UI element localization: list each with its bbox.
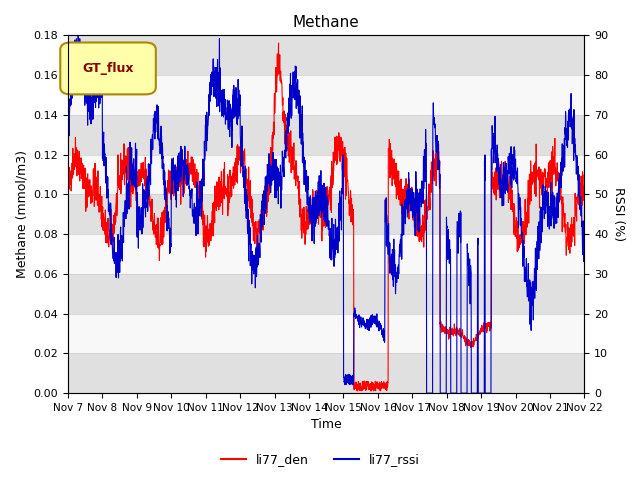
- Bar: [68, 274, 584, 313]
- Bar: [68, 155, 584, 194]
- Y-axis label: Methane (mmol/m3): Methane (mmol/m3): [15, 150, 28, 278]
- Bar: [68, 234, 584, 274]
- Legend: li77_den, li77_rssi: li77_den, li77_rssi: [216, 448, 424, 471]
- Text: GT_flux: GT_flux: [82, 62, 134, 75]
- Title: Methane: Methane: [293, 15, 360, 30]
- Bar: [68, 36, 584, 75]
- X-axis label: Time: Time: [311, 419, 342, 432]
- Bar: [68, 75, 584, 115]
- Bar: [68, 353, 584, 393]
- FancyBboxPatch shape: [60, 43, 156, 95]
- Bar: [68, 115, 584, 155]
- Y-axis label: RSSI (%): RSSI (%): [612, 187, 625, 241]
- Bar: [68, 194, 584, 234]
- Bar: [68, 313, 584, 353]
